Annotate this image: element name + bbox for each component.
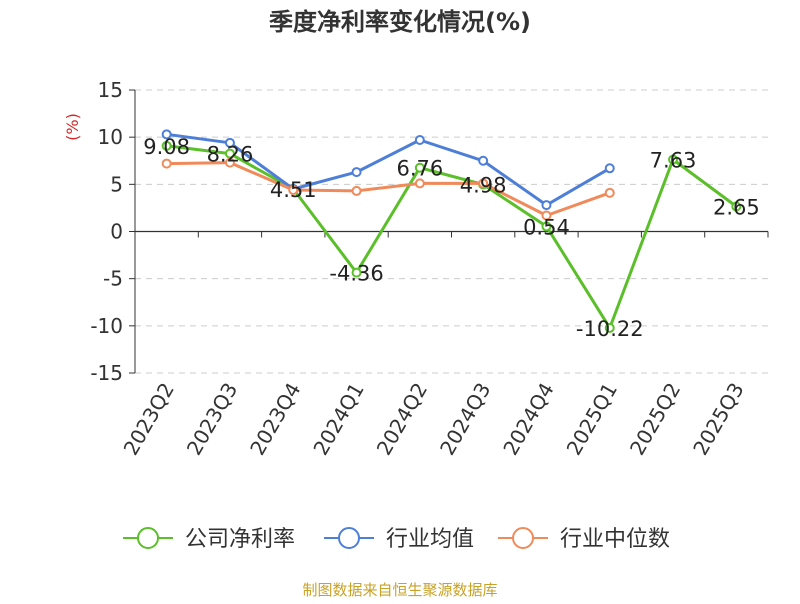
series-line: [166, 144, 738, 330]
data-point: [604, 163, 615, 174]
x-tick-label: 2024Q3: [435, 379, 495, 460]
data-label: -10.22: [576, 317, 644, 341]
x-tick-label: 2025Q2: [625, 379, 685, 460]
legend-label: 行业均值: [386, 527, 474, 552]
legend-marker: [137, 527, 159, 549]
data-point: [478, 178, 489, 189]
x-tick-label: 2025Q3: [688, 379, 748, 460]
data-point: [351, 185, 362, 196]
data-label: 8.26: [207, 143, 254, 167]
y-tick-label: -10: [90, 314, 123, 338]
data-label: 4.98: [460, 174, 507, 198]
y-tick-label: 15: [98, 78, 123, 102]
data-point: [604, 187, 615, 198]
x-tick-label: 2023Q3: [182, 379, 242, 460]
x-tick-label: 2023Q4: [245, 379, 305, 460]
data-point: [414, 134, 425, 145]
data-point: [478, 155, 489, 166]
series-line: [166, 132, 611, 207]
data-point: [161, 140, 172, 151]
y-tick-label: -5: [103, 267, 123, 291]
legend-marker: [338, 527, 360, 549]
legend-label: 行业中位数: [560, 527, 670, 552]
data-point: [161, 158, 172, 169]
data-point: [541, 210, 552, 221]
y-axis-unit-label: (%): [63, 113, 82, 141]
series-lines: [161, 129, 742, 333]
data-label: 0.54: [523, 215, 570, 239]
data-point: [541, 200, 552, 211]
x-tick-label: 2024Q2: [372, 379, 432, 460]
y-tick-label: 0: [110, 220, 123, 244]
legend: 公司净利率 行业均值 行业中位数: [123, 527, 670, 552]
legend-marker: [512, 527, 534, 549]
data-label: -4.36: [329, 262, 383, 286]
data-point: [414, 162, 425, 173]
data-point: [541, 221, 552, 232]
legend-label: 公司净利率: [185, 527, 295, 552]
data-label: 7.63: [650, 149, 697, 173]
data-point: [288, 184, 299, 195]
y-tick-label: 10: [98, 125, 123, 149]
data-label: 6.76: [396, 157, 443, 181]
data-point: [668, 154, 679, 165]
series-line: [166, 161, 611, 217]
data-point: [731, 201, 742, 212]
x-tick-label: 2023Q2: [119, 379, 179, 460]
data-labels: 9.08 8.26 4.51 -4.36 6.76 4.98 0.54 -10.22 7.63 2…: [143, 135, 759, 341]
data-point: [351, 267, 362, 278]
data-label: 4.51: [270, 178, 317, 202]
x-tick-label: 2024Q4: [498, 379, 558, 460]
data-point: [224, 137, 235, 148]
y-tick-label: -15: [90, 361, 123, 385]
data-point: [224, 148, 235, 159]
chart-title: 季度净利率变化情况(%): [269, 8, 531, 36]
data-point: [224, 157, 235, 168]
source-note: 制图数据来自恒生聚源数据库: [302, 581, 497, 599]
data-label: 2.65: [713, 196, 760, 220]
x-tick-label: 2024Q1: [308, 379, 368, 460]
data-point: [351, 167, 362, 178]
data-point: [414, 178, 425, 189]
data-label: 9.08: [143, 135, 190, 159]
x-tick-label: 2025Q1: [562, 379, 622, 460]
data-point: [604, 322, 615, 333]
y-tick-label: 5: [110, 172, 123, 196]
data-point: [161, 129, 172, 140]
